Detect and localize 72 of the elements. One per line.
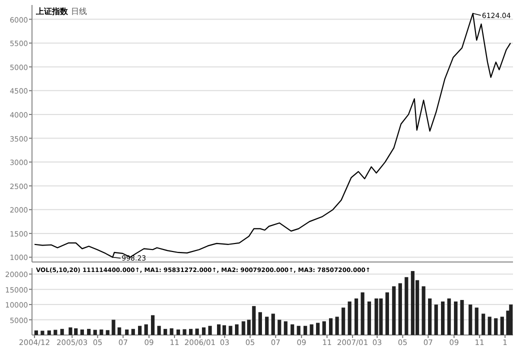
- bar: [348, 302, 352, 335]
- bar: [176, 330, 180, 335]
- bar: [404, 277, 408, 335]
- bar: [112, 320, 116, 335]
- bar: [80, 330, 84, 335]
- bar: [410, 271, 415, 335]
- bar: [54, 330, 58, 335]
- bar: [354, 298, 358, 335]
- bar: [170, 328, 174, 335]
- bar: [494, 318, 498, 335]
- bar: [360, 292, 364, 335]
- bar: [164, 328, 168, 335]
- bar: [316, 322, 320, 335]
- bar: [335, 316, 339, 335]
- chart-title: 上证指数: [35, 7, 69, 16]
- bar: [195, 328, 199, 335]
- bar: [60, 328, 64, 335]
- bar: [189, 328, 193, 335]
- bar: [106, 330, 110, 335]
- bar: [202, 327, 206, 335]
- bar: [150, 315, 155, 335]
- bar: [222, 325, 226, 335]
- bar: [447, 298, 451, 335]
- bar: [217, 324, 221, 335]
- bar: [482, 314, 486, 335]
- bar: [428, 298, 432, 335]
- bar: [234, 324, 239, 335]
- bar: [500, 316, 504, 335]
- bar: [398, 283, 402, 335]
- bar: [93, 330, 97, 335]
- bar: [474, 308, 478, 335]
- bar: [131, 328, 135, 335]
- bar: [434, 304, 438, 335]
- bar: [271, 314, 275, 335]
- chart-subtitle: 日线: [71, 7, 87, 16]
- bar: [125, 330, 129, 335]
- bar: [87, 328, 91, 335]
- bar: [296, 326, 300, 335]
- bar: [454, 302, 458, 335]
- bar: [284, 321, 288, 335]
- bar: [157, 326, 161, 335]
- bar: [144, 324, 148, 335]
- bar: [374, 298, 378, 335]
- bar: [74, 328, 78, 335]
- bar: [304, 326, 308, 335]
- bar: [367, 302, 372, 335]
- bar: [422, 286, 426, 335]
- bar: [138, 326, 142, 335]
- bar: [488, 316, 492, 335]
- bar: [460, 300, 464, 335]
- bar: [328, 318, 333, 335]
- bar: [342, 308, 346, 335]
- bar: [265, 316, 269, 335]
- bar: [118, 327, 122, 335]
- bar: [278, 320, 282, 335]
- bar: [322, 321, 326, 335]
- bar: [68, 327, 72, 335]
- bar: [100, 330, 104, 335]
- bar: [440, 302, 445, 335]
- bar: [509, 304, 513, 335]
- bar: [182, 329, 186, 335]
- bar: [385, 292, 390, 335]
- bar: [208, 326, 212, 335]
- bar: [47, 330, 51, 335]
- bar: [40, 330, 44, 335]
- bar: [258, 312, 262, 335]
- bar: [468, 304, 472, 335]
- bar: [290, 324, 294, 335]
- bar: [392, 286, 396, 335]
- bar: [310, 324, 314, 335]
- bar: [228, 326, 232, 335]
- bar: [34, 330, 38, 335]
